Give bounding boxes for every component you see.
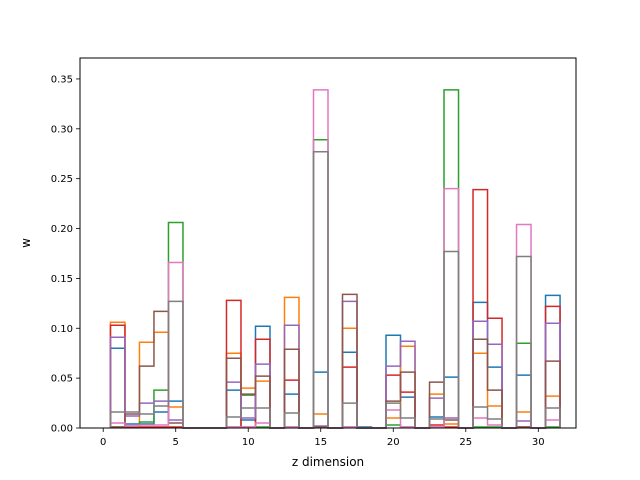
y-tick-label: 0.00 bbox=[51, 424, 73, 435]
x-tick-label: 10 bbox=[242, 437, 255, 448]
histogram-series-8 bbox=[109, 151, 561, 429]
x-tick-label: 20 bbox=[387, 437, 400, 448]
x-tick-label: 15 bbox=[314, 437, 327, 448]
y-tick-label: 0.30 bbox=[51, 124, 73, 135]
y-tick-label: 0.15 bbox=[51, 274, 73, 285]
plot-frame bbox=[79, 57, 577, 429]
x-axis-label: z dimension bbox=[292, 455, 364, 469]
y-tick-label: 0.25 bbox=[51, 174, 73, 185]
y-tick-label: 0.05 bbox=[51, 374, 73, 385]
x-tick-label: 5 bbox=[173, 437, 179, 448]
y-axis-label: w bbox=[19, 238, 33, 248]
y-tick-label: 0.35 bbox=[51, 74, 73, 85]
x-axis-ticks: 0 5 10 15 20 25 30 bbox=[100, 428, 545, 448]
x-tick-label: 25 bbox=[459, 437, 472, 448]
y-axis-ticks: 0.00 0.05 0.10 0.15 0.20 0.25 0.30 0.35 bbox=[51, 74, 80, 435]
x-tick-label: 30 bbox=[532, 437, 545, 448]
y-tick-label: 0.20 bbox=[51, 224, 73, 235]
y-tick-label: 0.10 bbox=[51, 324, 73, 335]
x-tick-label: 0 bbox=[100, 437, 106, 448]
